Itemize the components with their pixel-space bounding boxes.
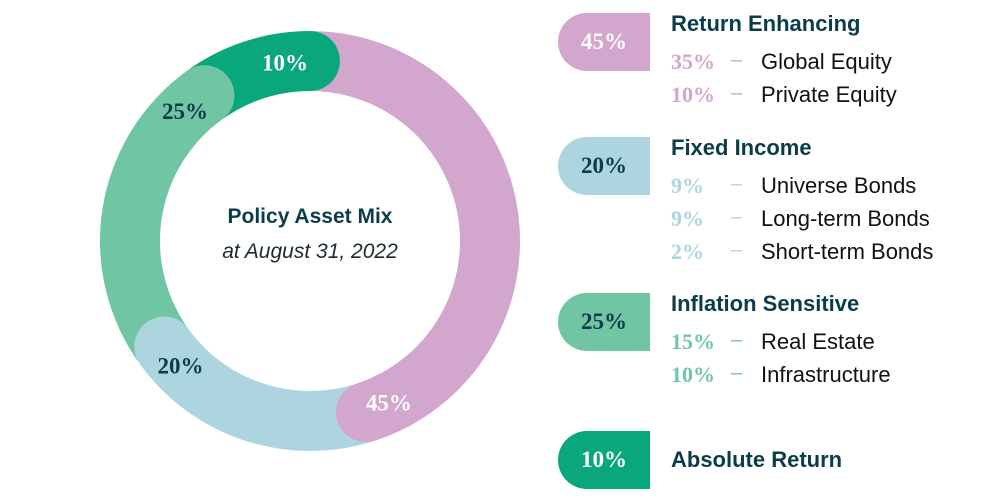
slice-label-return-enhancing: 45% [366, 390, 412, 415]
legend-item-name: Universe Bonds [761, 173, 917, 198]
legend-item-percent: 15% [671, 329, 715, 354]
legend-item-dash: – [731, 329, 743, 351]
legend-item-dash: – [731, 173, 743, 195]
donut-chart: 45% 20% 25% 10% [99, 31, 521, 451]
legend-item-percent: 10% [671, 362, 715, 387]
slice-absolute-return [186, 31, 340, 120]
legend-title-fixed-income: Fixed Income [671, 135, 812, 160]
legend-item-dash: – [731, 362, 743, 384]
legend-title-inflation-sensitive: Inflation Sensitive [671, 291, 860, 316]
legend-item-name: Private Equity [761, 82, 897, 107]
chart-title: Policy Asset Mix [227, 205, 393, 228]
legend-title-absolute-return: Absolute Return [671, 447, 843, 472]
legend-item-name: Global Equity [761, 49, 892, 74]
legend-item-name: Long-term Bonds [761, 206, 930, 231]
legend-item-dash: – [731, 82, 743, 104]
legend-pill-absolute-return: 10% [558, 431, 650, 489]
legend-item-percent: 9% [671, 173, 704, 198]
chart-subtitle: at August 31, 2022 [222, 240, 398, 263]
legend-item-name: Short-term Bonds [761, 239, 934, 264]
slice-return-enhancing [310, 31, 521, 443]
legend-item-percent: 9% [671, 206, 704, 231]
legend-title-return-enhancing: Return Enhancing [671, 11, 861, 36]
legend-pill-inflation-sensitive: 25% [558, 293, 650, 351]
legend-item-dash: – [731, 206, 743, 228]
legend-item-name: Real Estate [761, 329, 875, 354]
slice-label-fixed-income: 20% [158, 354, 204, 379]
legend-pill-fixed-income: 20% [558, 137, 650, 195]
slice-fixed-income [134, 316, 375, 451]
slice-inflation-sensitive [99, 65, 235, 365]
legend-item-percent: 35% [671, 49, 715, 74]
slice-label-absolute-return: 10% [262, 50, 308, 75]
slice-label-inflation-sensitive: 25% [162, 99, 208, 124]
legend-item-percent: 2% [671, 239, 704, 264]
legend-item-percent: 10% [671, 82, 715, 107]
legend-item-dash: – [731, 49, 743, 71]
legend-item-dash: – [731, 239, 743, 261]
legend-pill-return-enhancing: 45% [558, 13, 650, 71]
legend-item-name: Infrastructure [761, 362, 891, 387]
